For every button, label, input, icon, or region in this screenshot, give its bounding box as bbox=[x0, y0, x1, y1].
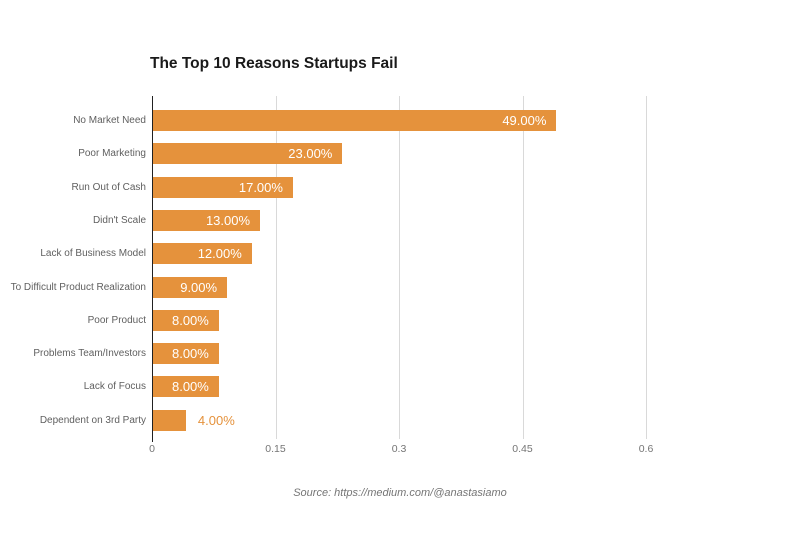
gridline bbox=[399, 96, 400, 439]
bar-value-label: 49.00% bbox=[502, 113, 547, 128]
x-tick-label: 0 bbox=[149, 443, 155, 455]
x-tick-label: 0.6 bbox=[638, 443, 654, 455]
bar-value-label: 13.00% bbox=[205, 212, 251, 228]
bar-value-label: 4.00% bbox=[197, 412, 235, 428]
category-label: No Market Need bbox=[73, 115, 146, 126]
x-tick-label: 0.45 bbox=[512, 443, 533, 455]
bar bbox=[153, 409, 186, 431]
bar-value-label: 12.00% bbox=[197, 246, 242, 262]
y-axis-line bbox=[152, 96, 153, 442]
bar bbox=[153, 309, 219, 331]
category-label: Run Out of Cash bbox=[71, 181, 146, 193]
chart-title: The Top 10 Reasons Startups Fail bbox=[150, 55, 398, 72]
bar bbox=[153, 343, 219, 365]
bar bbox=[153, 110, 557, 131]
x-tick-label: 0.15 bbox=[265, 443, 286, 455]
bar bbox=[153, 209, 261, 231]
bar bbox=[153, 376, 219, 398]
bar-value-label: 17.00% bbox=[238, 179, 283, 195]
gridline bbox=[275, 96, 277, 439]
category-label: Poor Marketing bbox=[78, 148, 146, 160]
bar-value-label: 9.00% bbox=[180, 279, 218, 295]
bar-value-label: 23.00% bbox=[288, 146, 333, 162]
category-label: Lack of Focus bbox=[83, 381, 146, 393]
bar-value-label: 8.00% bbox=[171, 346, 209, 362]
bar bbox=[153, 276, 228, 298]
bar-value-label: 8.00% bbox=[171, 379, 209, 395]
category-label: Lack of Business Model bbox=[40, 248, 146, 260]
bar-value-label: 8.00% bbox=[171, 312, 209, 328]
gridline bbox=[522, 96, 524, 439]
category-label: Poor Product bbox=[87, 314, 146, 326]
category-label: Dependent on 3rd Party bbox=[39, 414, 146, 426]
bar bbox=[153, 143, 343, 165]
source-caption: Source: https://medium.com/@anastasiamo bbox=[293, 487, 507, 499]
gridline bbox=[646, 96, 647, 439]
x-tick-label: 0.3 bbox=[391, 443, 407, 455]
category-label: Didn't Scale bbox=[92, 214, 146, 226]
category-label: Problems Team/Investors bbox=[33, 348, 146, 360]
category-label: To Difficult Product Realization bbox=[10, 281, 146, 293]
bar bbox=[153, 243, 252, 265]
bar bbox=[153, 176, 293, 198]
